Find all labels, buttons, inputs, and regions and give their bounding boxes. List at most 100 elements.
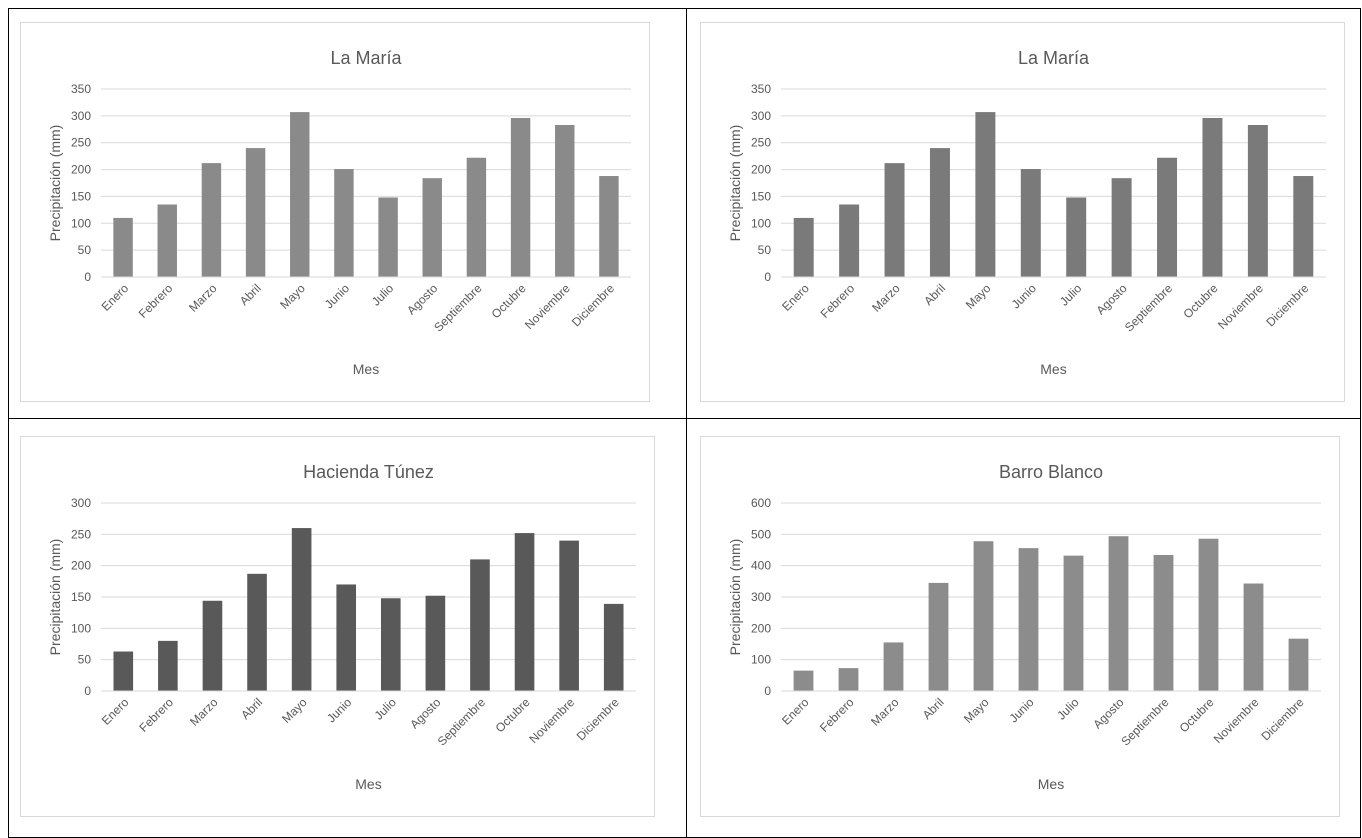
y-tick-label: 0 <box>84 270 91 284</box>
chart-title: Hacienda Túnez <box>303 462 434 482</box>
bar <box>929 148 950 277</box>
x-tick-label: Octubre <box>493 695 533 735</box>
x-tick-label: Julio <box>372 695 400 723</box>
bar <box>378 197 398 277</box>
grid-divider-h <box>8 418 1361 419</box>
bar <box>1293 176 1314 277</box>
x-tick-label: Abril <box>920 695 947 722</box>
bar <box>1247 124 1268 277</box>
bar <box>793 670 814 691</box>
x-tick-label: Septiembre <box>431 281 485 335</box>
bar <box>201 163 222 277</box>
bar <box>883 642 904 691</box>
y-tick-label: 250 <box>71 136 91 150</box>
x-tick-label: Diciembre <box>569 281 617 329</box>
x-tick-label: Mayo <box>279 695 310 726</box>
bar <box>1157 157 1178 277</box>
x-tick-label: Noviembre <box>522 281 573 332</box>
x-tick-label: Enero <box>99 695 132 728</box>
x-tick-label: Agosto <box>407 695 444 732</box>
x-axis-label: Mes <box>1040 361 1066 377</box>
x-tick-label: Enero <box>99 281 132 314</box>
x-tick-label: Abril <box>238 695 265 722</box>
grid-divider-v <box>686 8 687 838</box>
x-tick-label: Julio <box>369 281 397 309</box>
bar <box>157 204 177 277</box>
x-tick-label: Junio <box>324 695 354 725</box>
x-tick-label: Noviembre <box>1215 281 1266 332</box>
bar <box>470 559 490 691</box>
x-tick-label: Febrero <box>136 695 176 735</box>
x-tick-label: Julio <box>1057 281 1085 309</box>
y-tick-label: 300 <box>71 496 91 510</box>
bar <box>793 217 814 277</box>
y-tick-label: 100 <box>71 216 91 230</box>
y-tick-label: 100 <box>751 216 771 230</box>
bar <box>113 217 133 277</box>
y-tick-label: 50 <box>758 243 772 257</box>
bar <box>559 540 579 691</box>
x-tick-label: Febrero <box>817 695 857 735</box>
bar <box>1202 118 1223 278</box>
x-tick-label: Septiembre <box>435 695 489 749</box>
x-tick-label: Agosto <box>404 281 441 318</box>
x-tick-label: Noviembre <box>526 695 577 746</box>
y-tick-label: 300 <box>751 590 771 604</box>
bar <box>603 603 624 691</box>
bar <box>599 176 619 277</box>
x-tick-label: Septiembre <box>1118 695 1172 749</box>
bar <box>1111 178 1132 277</box>
bar <box>291 528 312 691</box>
x-axis-label: Mes <box>353 361 379 377</box>
y-tick-label: 50 <box>78 243 92 257</box>
x-tick-label: Diciembre <box>1263 281 1311 329</box>
y-tick-label: 100 <box>71 621 91 635</box>
x-axis-label: Mes <box>1038 776 1064 792</box>
y-tick-label: 300 <box>751 109 771 123</box>
chart: La María Mes Precipitación (mm) 0 50 100 150 20… <box>20 22 650 402</box>
bar <box>425 595 446 691</box>
y-tick-label: 150 <box>71 189 91 203</box>
x-tick-label: Junio <box>1009 281 1039 311</box>
x-tick-label: Enero <box>779 695 812 728</box>
bar <box>380 598 401 691</box>
y-tick-label: 100 <box>751 653 771 667</box>
x-tick-label: Febrero <box>136 281 176 321</box>
bar <box>113 651 134 691</box>
y-tick-label: 0 <box>764 684 771 698</box>
bar <box>838 668 859 691</box>
y-tick-label: 0 <box>84 684 91 698</box>
bar <box>422 178 442 277</box>
bar <box>158 640 178 691</box>
y-axis-label: Precipitación (mm) <box>47 539 63 656</box>
bar <box>839 204 860 277</box>
y-tick-label: 400 <box>751 559 771 573</box>
y-tick-label: 150 <box>751 189 771 203</box>
x-tick-label: Marzo <box>868 695 902 729</box>
bar <box>555 124 575 277</box>
bar <box>510 118 531 278</box>
bar <box>202 600 223 691</box>
chart-title: La María <box>330 48 402 68</box>
y-tick-label: 300 <box>71 109 91 123</box>
chart: Hacienda Túnez Mes Precipitación (mm) 0 50 10… <box>20 436 655 817</box>
x-tick-label: Junio <box>322 281 352 311</box>
y-axis-label: Precipitación (mm) <box>727 539 743 656</box>
y-tick-label: 0 <box>764 270 771 284</box>
x-tick-label: Marzo <box>187 695 221 729</box>
bar <box>466 157 487 277</box>
bar <box>1063 555 1084 691</box>
y-tick-label: 200 <box>751 163 771 177</box>
bar <box>334 169 354 277</box>
x-tick-label: Marzo <box>186 281 220 315</box>
x-tick-label: Mayo <box>963 281 994 312</box>
bar <box>1153 555 1174 691</box>
bar <box>884 163 905 277</box>
x-tick-label: Diciembre <box>574 695 622 743</box>
x-tick-label: Enero <box>779 281 812 314</box>
y-tick-label: 50 <box>78 653 92 667</box>
x-tick-label: Junio <box>1006 695 1036 725</box>
x-tick-label: Agosto <box>1093 281 1130 318</box>
chart-title: La María <box>1018 48 1090 68</box>
bar <box>290 112 310 278</box>
